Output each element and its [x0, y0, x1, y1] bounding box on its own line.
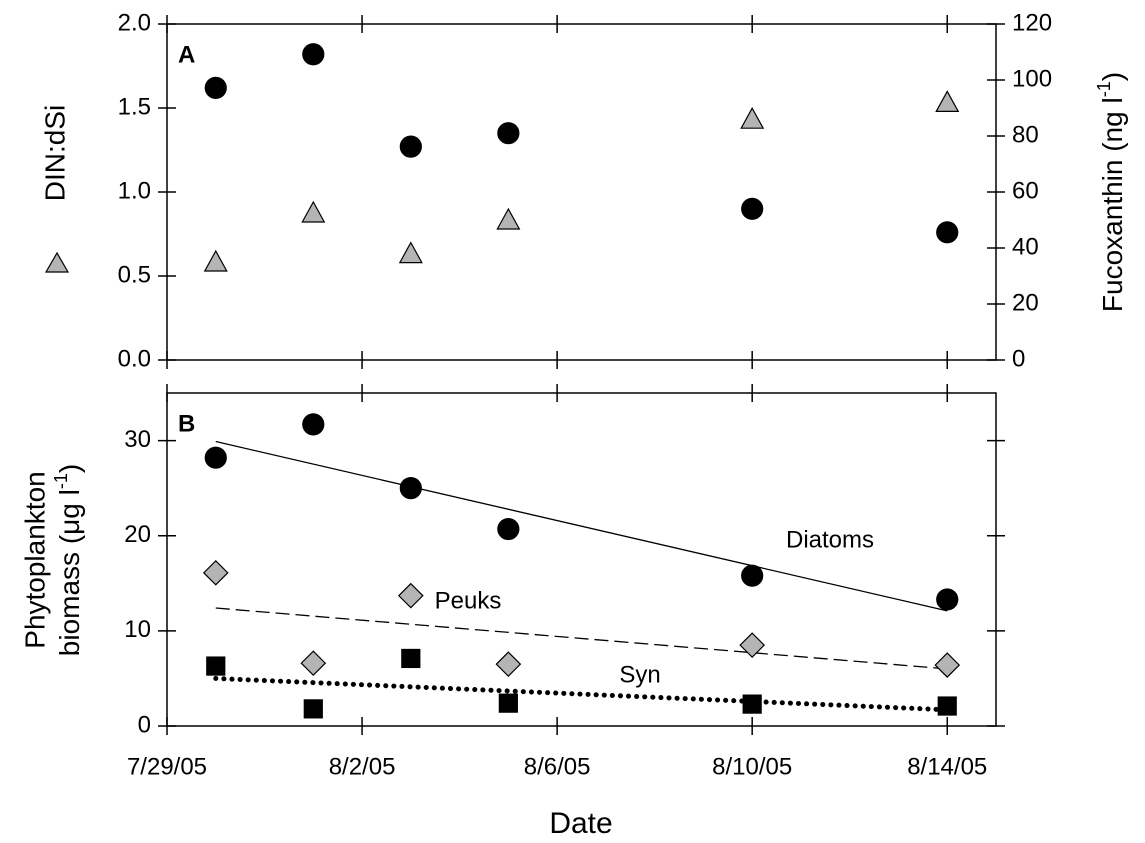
y2-tick-label: 120 [1012, 9, 1052, 36]
y-tick-label: 10 [124, 616, 151, 643]
x-tick-label: 8/2/05 [329, 753, 396, 780]
y-tick-label: 20 [124, 521, 151, 548]
y-axis-label: DIN:dSi [39, 105, 70, 201]
point [206, 656, 226, 676]
point [936, 221, 959, 244]
y-axis-label: Phytoplankton [19, 471, 50, 648]
point [397, 582, 424, 609]
y-tick-label: 0.0 [118, 345, 151, 372]
y2-tick-label: 100 [1012, 65, 1052, 92]
point [742, 694, 762, 714]
series-label: Peuks [435, 587, 502, 614]
y2-label-sup: -1 [1094, 81, 1114, 97]
point [741, 564, 764, 587]
y2-tick-label: 80 [1012, 121, 1039, 148]
plot-frame [166, 23, 997, 361]
point [937, 696, 957, 716]
point [496, 207, 521, 230]
y-tick-label: 0.5 [118, 261, 151, 288]
x-tick-label: 8/6/05 [524, 753, 591, 780]
panel-label: A [178, 41, 195, 68]
y2-label-text: Fucoxanthin (ng l [1097, 97, 1128, 312]
point [399, 477, 422, 500]
point [935, 90, 960, 113]
point [204, 446, 227, 469]
point [401, 648, 421, 669]
x-tick-label: 8/10/05 [712, 753, 792, 780]
x-axis-label: Date [549, 807, 612, 840]
y-tick-label: 1.5 [118, 93, 151, 120]
y-tick-label: 30 [124, 426, 151, 453]
y-tick-label: 0 [138, 711, 151, 738]
y2-axis-label: Fucoxanthin (ng l-1) [1094, 72, 1129, 312]
point [302, 43, 325, 66]
point [398, 241, 423, 264]
point [302, 413, 325, 436]
y-tick-label: 1.0 [118, 177, 151, 204]
point [934, 652, 961, 678]
point [497, 517, 520, 541]
axis-symbol [44, 251, 70, 273]
point [202, 559, 229, 586]
point [301, 200, 326, 223]
point [399, 135, 422, 158]
point [497, 122, 520, 145]
point [741, 197, 764, 220]
y-label-text: biomass (μg l [54, 489, 85, 656]
point [495, 651, 522, 678]
x-tick-label: 7/29/05 [127, 753, 207, 780]
x-tick-label: 8/14/05 [907, 753, 987, 780]
point [204, 76, 227, 99]
y2-tick-label: 20 [1012, 289, 1039, 316]
panel-label: B [178, 410, 195, 437]
y2-tick-label: 40 [1012, 233, 1039, 260]
y-tick-label: 2.0 [118, 9, 151, 36]
trend-line [213, 675, 950, 713]
y-axis-label: biomass (μg l-1) [51, 464, 86, 656]
point [498, 693, 518, 713]
y-label-sup: -1 [51, 473, 71, 489]
trend-line [215, 607, 948, 670]
point [740, 106, 765, 129]
y2-label-end: ) [1097, 72, 1128, 81]
series-label: Diatoms [786, 526, 874, 553]
point [300, 650, 327, 677]
y2-tick-label: 0 [1012, 345, 1025, 372]
y-label-end: ) [54, 464, 85, 473]
point [203, 249, 228, 272]
series-label: Syn [619, 661, 660, 688]
point [303, 699, 323, 719]
point [739, 632, 766, 658]
y2-tick-label: 60 [1012, 177, 1039, 204]
point [936, 588, 959, 611]
trend-line [215, 440, 948, 612]
plot-frame [166, 392, 997, 727]
